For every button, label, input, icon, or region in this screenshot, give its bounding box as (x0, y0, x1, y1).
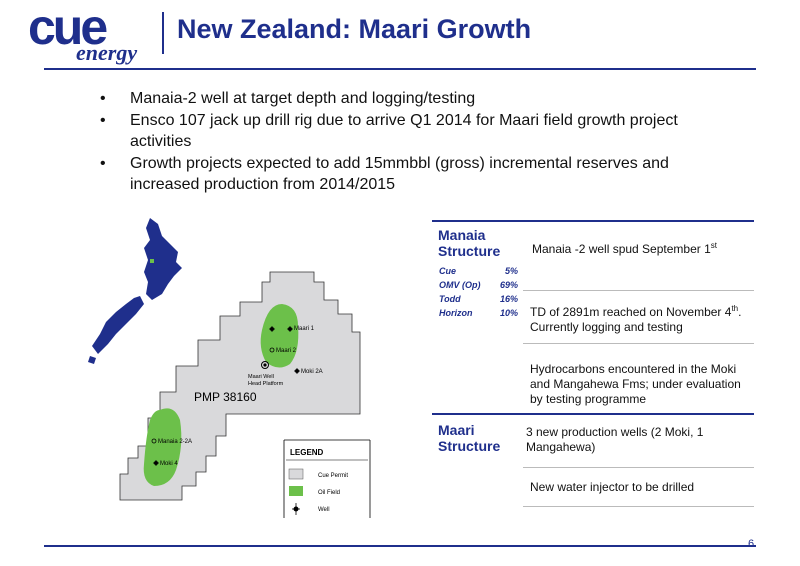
manaia-td-rest: . Currently logging and testing (530, 305, 742, 334)
maari-injector-text: New water injector to be drilled (530, 480, 695, 494)
label-moki-4: Moki 4 (160, 461, 178, 467)
well-moki-2a (294, 368, 300, 374)
legend-well-icon (292, 503, 300, 515)
legend-label-oil: Oil Field (318, 490, 340, 496)
table-rule (523, 343, 754, 344)
footer-rule (44, 545, 756, 547)
label-moki-2a: Moki 2A (301, 369, 323, 375)
manaia-spud-sup: st (710, 241, 717, 250)
logo-word-energy: energy (76, 40, 138, 65)
legend-swatch-oil (289, 486, 303, 496)
maari-oil-field (260, 304, 299, 368)
well-maari-2 (269, 347, 275, 353)
header-rule (44, 68, 756, 70)
maari-heading: Maari Structure (438, 422, 501, 454)
manaia-td-main: TD of 2891m reached on November 4 (530, 305, 732, 319)
bullet-list: Manaia-2 well at target depth and loggin… (100, 88, 700, 196)
legend-label-permit: Cue Permit (318, 473, 348, 479)
permit-label: PMP 38160 (194, 390, 257, 404)
nz-south-island (92, 296, 144, 354)
table-rule (523, 506, 754, 507)
nz-north-island (144, 218, 182, 300)
manaia-hydrocarbons-text: Hydrocarbons encountered in the Moki and… (530, 362, 741, 406)
well-moki-4 (153, 460, 159, 466)
label-manaia-2a: Manaia 2-2A (158, 439, 192, 445)
manaia-td-text: TD of 2891m reached on November 4th. Cur… (530, 301, 742, 335)
manaia-heading: Manaia Structure (438, 227, 501, 259)
partner-share: 69% (499, 280, 518, 290)
table-rule-mid (432, 413, 754, 415)
bullet-item: Growth projects expected to add 15mmbbl … (100, 153, 700, 195)
table-rule (523, 467, 754, 468)
manaia-spud-main: Manaia -2 well spud September 1 (532, 242, 711, 256)
legend-label-well: Well (318, 507, 330, 513)
permit-map: Maari 1 Maari 2 Maari Well Head Platform … (88, 218, 371, 518)
cue-energy-logo: cue energy (28, 0, 154, 72)
partner-name: OMV (Op) (439, 280, 481, 290)
location-marker (150, 259, 154, 263)
nz-stewart-island (88, 356, 96, 364)
logo-word-cue: cue (28, 0, 108, 55)
bullet-item: Manaia-2 well at target depth and loggin… (100, 88, 700, 109)
map-legend: LEGEND Cue Permit Oil Field Well (283, 439, 371, 518)
well-manaia-2a (151, 438, 157, 444)
title-divider (162, 12, 164, 54)
partner-name: Todd (439, 294, 461, 304)
well-maari-1 (269, 326, 293, 332)
manaia-td-sup: th (731, 304, 739, 313)
partner-share: 10% (499, 308, 518, 318)
label-maari-1: Maari 1 (294, 326, 315, 332)
partner-name: Horizon (439, 308, 473, 318)
page-title: New Zealand: Maari Growth (177, 14, 532, 44)
bullet-item: Ensco 107 jack up drill rig due to arriv… (100, 110, 700, 152)
label-maari-2: Maari 2 (276, 348, 297, 354)
page-number: 6 (748, 538, 755, 550)
partner-name: Cue (439, 266, 457, 276)
platform-icon (261, 361, 269, 369)
table-rule (523, 290, 754, 291)
partner-share: 5% (504, 266, 518, 276)
legend-title: LEGEND (290, 448, 324, 457)
manaia-oil-field (143, 408, 182, 486)
table-rule-top (432, 220, 754, 222)
manaia-spud-text: Manaia -2 well spud September 1st (532, 238, 750, 257)
maari-wells-text: 3 new production wells (2 Moki, 1 Mangah… (526, 425, 704, 454)
partner-share: 16% (499, 294, 518, 304)
label-platform: Maari Well Head Platform (248, 374, 284, 387)
legend-swatch-permit (288, 468, 304, 480)
